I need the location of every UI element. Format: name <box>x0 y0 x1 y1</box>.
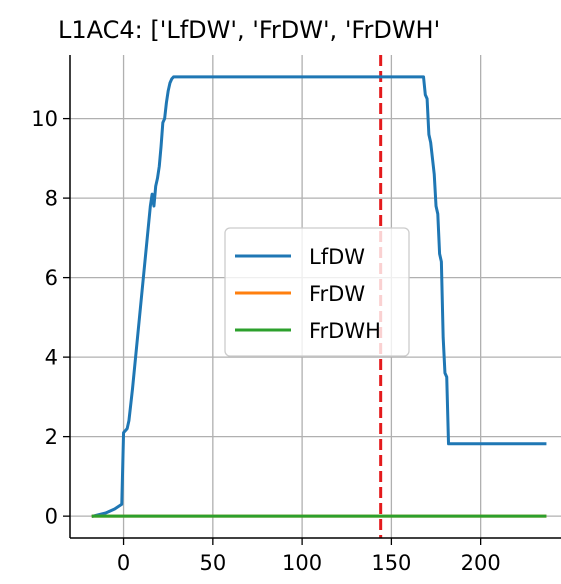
y-tick-label: 8 <box>45 187 58 211</box>
axes <box>63 55 561 545</box>
legend-label-frdwh: FrDWH <box>309 319 381 343</box>
y-tick-label: 0 <box>45 505 58 529</box>
series-line-lfdw <box>91 75 547 518</box>
tick-labels: 0 50 100 150 200 0 2 4 6 8 10 <box>31 107 500 575</box>
y-tick-label: 10 <box>31 107 58 131</box>
legend: LfDW FrDW FrDWH <box>224 227 410 357</box>
series-layer <box>91 75 547 518</box>
x-tick-label: 200 <box>461 551 501 575</box>
x-tick-label: 0 <box>117 551 130 575</box>
legend-box <box>224 227 410 357</box>
y-tick-label: 4 <box>45 346 58 370</box>
legend-label-lfdw: LfDW <box>309 245 365 269</box>
y-tick-label: 2 <box>45 425 58 449</box>
chart-title: L1AC4: ['LfDW', 'FrDW', 'FrDWH' <box>58 16 440 44</box>
x-tick-label: 50 <box>199 551 226 575</box>
x-tick-label: 150 <box>371 551 411 575</box>
x-tick-label: 100 <box>282 551 322 575</box>
y-tick-label: 6 <box>45 266 58 290</box>
legend-label-frdw: FrDW <box>309 282 365 306</box>
